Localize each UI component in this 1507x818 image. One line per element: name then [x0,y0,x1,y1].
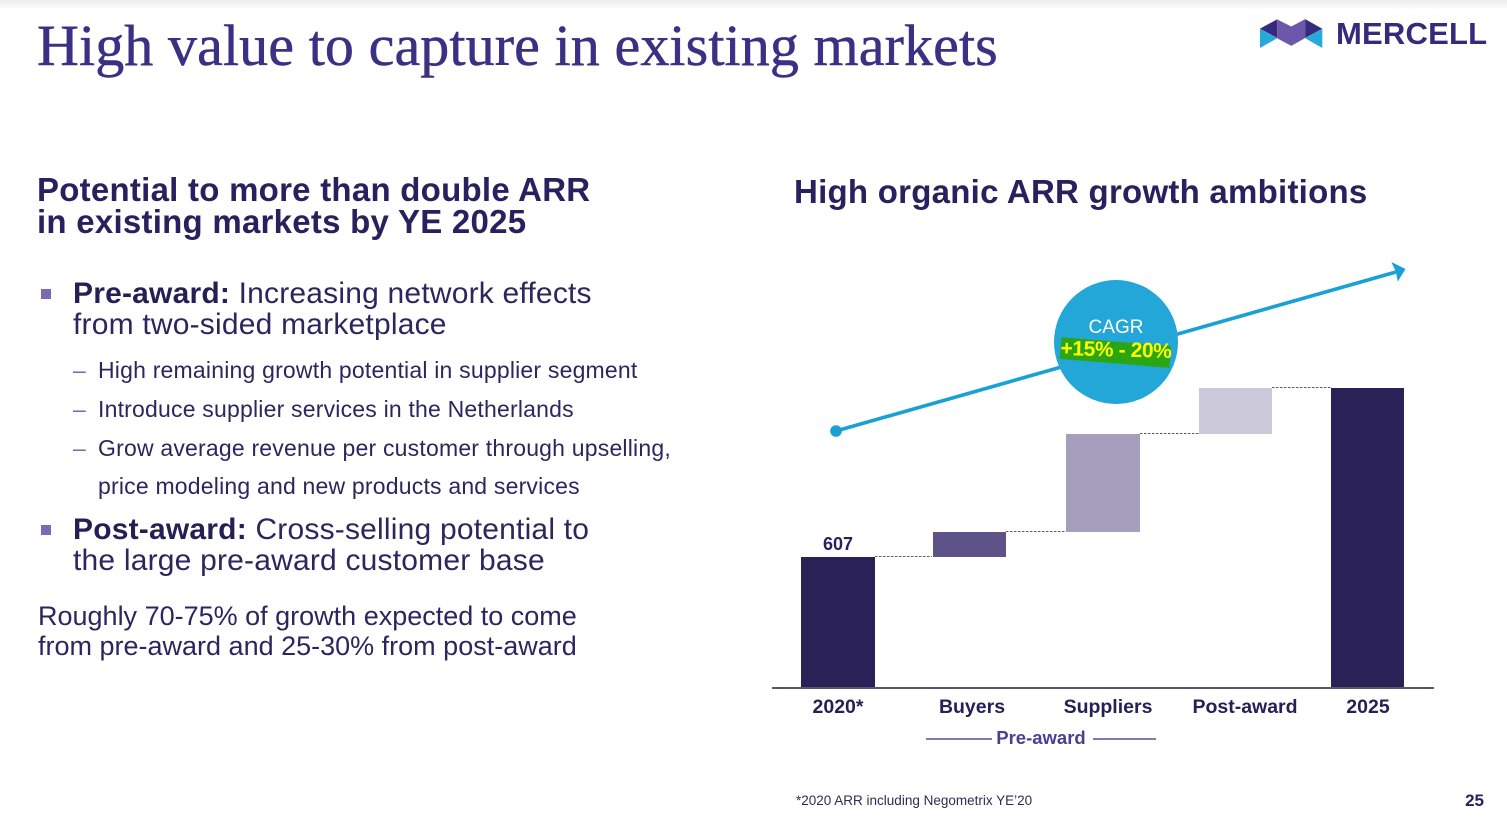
svg-text:CAGR: CAGR [1089,317,1144,338]
svg-text:+15% - 20%: +15% - 20% [1060,337,1172,363]
